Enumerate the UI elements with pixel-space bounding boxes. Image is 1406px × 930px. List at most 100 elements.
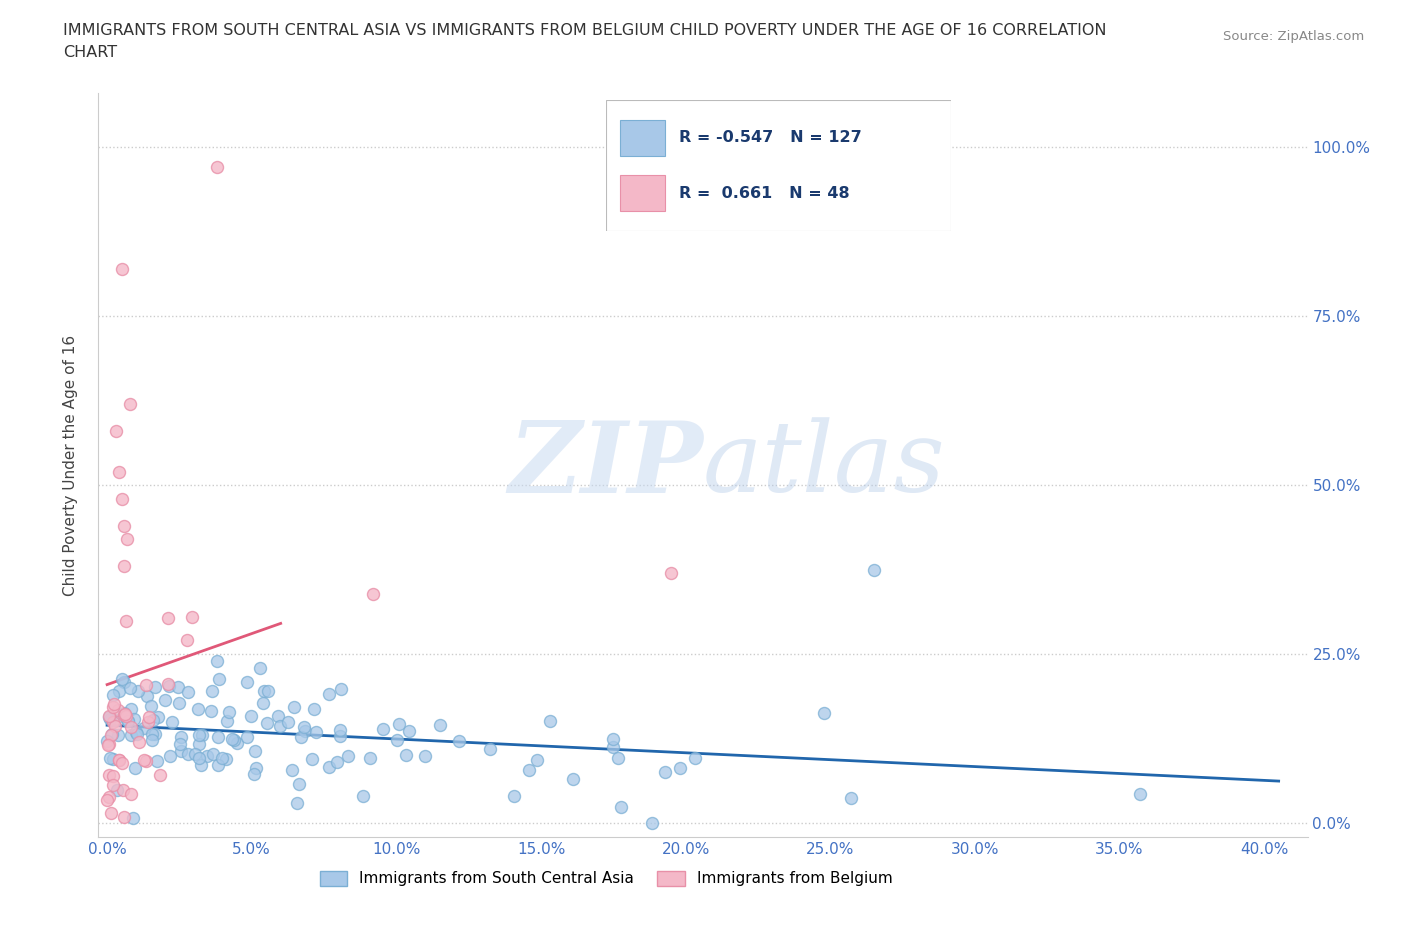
Point	[211, 751, 233, 766]
Point	[215, 752, 238, 767]
Point	[478, 741, 501, 756]
Point	[112, 706, 135, 721]
Point	[294, 724, 316, 738]
Point	[162, 714, 184, 729]
Point	[304, 724, 326, 739]
Point	[361, 586, 384, 601]
Text: CHART: CHART	[63, 45, 117, 60]
Point	[226, 736, 249, 751]
Point	[283, 700, 305, 715]
Point	[117, 713, 139, 728]
Point	[169, 737, 191, 751]
Point	[149, 767, 172, 782]
Point	[301, 751, 323, 766]
Point	[134, 721, 156, 736]
Point	[187, 737, 209, 751]
Point	[602, 731, 624, 746]
Point	[107, 702, 129, 717]
Point	[256, 684, 278, 698]
Point	[187, 751, 209, 765]
Point	[208, 671, 231, 686]
Point	[668, 761, 690, 776]
Point	[103, 697, 125, 711]
Point	[112, 707, 135, 722]
Point	[157, 678, 180, 693]
Point	[502, 789, 524, 804]
Point	[287, 777, 309, 791]
Point	[96, 792, 118, 807]
Point	[207, 757, 229, 772]
Point	[118, 681, 141, 696]
Point	[256, 716, 278, 731]
Point	[104, 719, 127, 734]
Point	[117, 532, 139, 547]
Y-axis label: Child Poverty Under the Age of 16: Child Poverty Under the Age of 16	[63, 335, 77, 595]
Point	[104, 712, 127, 727]
Point	[100, 727, 122, 742]
Point	[107, 752, 129, 767]
Point	[98, 751, 121, 765]
Text: ZIP: ZIP	[508, 417, 703, 513]
Point	[98, 767, 121, 782]
Point	[139, 698, 162, 713]
Point	[813, 706, 835, 721]
Point	[114, 614, 136, 629]
Point	[190, 758, 212, 773]
Point	[326, 754, 349, 769]
Point	[862, 563, 884, 578]
Point	[394, 748, 416, 763]
Point	[98, 790, 121, 804]
Point	[104, 424, 127, 439]
Point	[387, 716, 409, 731]
Point	[318, 760, 340, 775]
Point	[110, 491, 132, 506]
Point	[141, 733, 163, 748]
Point	[187, 701, 209, 716]
Point	[135, 678, 157, 693]
Point	[201, 747, 224, 762]
Point	[98, 737, 121, 751]
Point	[329, 728, 352, 743]
Point	[143, 726, 166, 741]
Point	[659, 565, 682, 580]
Point	[266, 709, 288, 724]
Point	[101, 700, 124, 715]
Point	[243, 766, 266, 781]
Point	[112, 675, 135, 690]
Point	[252, 684, 274, 698]
Text: Source: ZipAtlas.com: Source: ZipAtlas.com	[1223, 30, 1364, 43]
Point	[167, 696, 190, 711]
Point	[281, 763, 304, 777]
Point	[125, 724, 148, 739]
Point	[138, 710, 160, 724]
Point	[190, 727, 212, 742]
Point	[105, 782, 128, 797]
Point	[120, 786, 142, 801]
Point	[124, 760, 146, 775]
Point	[290, 730, 312, 745]
Point	[111, 782, 134, 797]
Point	[107, 464, 129, 479]
Point	[429, 717, 451, 732]
Point	[183, 747, 205, 762]
Point	[128, 735, 150, 750]
Point	[207, 654, 229, 669]
Point	[352, 788, 374, 803]
Point	[101, 768, 124, 783]
Point	[302, 701, 325, 716]
Point	[221, 731, 243, 746]
Point	[285, 795, 308, 810]
Point	[157, 677, 180, 692]
Point	[167, 679, 190, 694]
Point	[207, 730, 229, 745]
Point	[120, 702, 142, 717]
Point	[155, 692, 177, 707]
Point	[277, 714, 299, 729]
Point	[96, 734, 118, 749]
Point	[136, 715, 159, 730]
Point	[112, 810, 135, 825]
Point	[98, 711, 121, 726]
Point	[103, 687, 125, 702]
Point	[143, 680, 166, 695]
Point	[98, 709, 121, 724]
